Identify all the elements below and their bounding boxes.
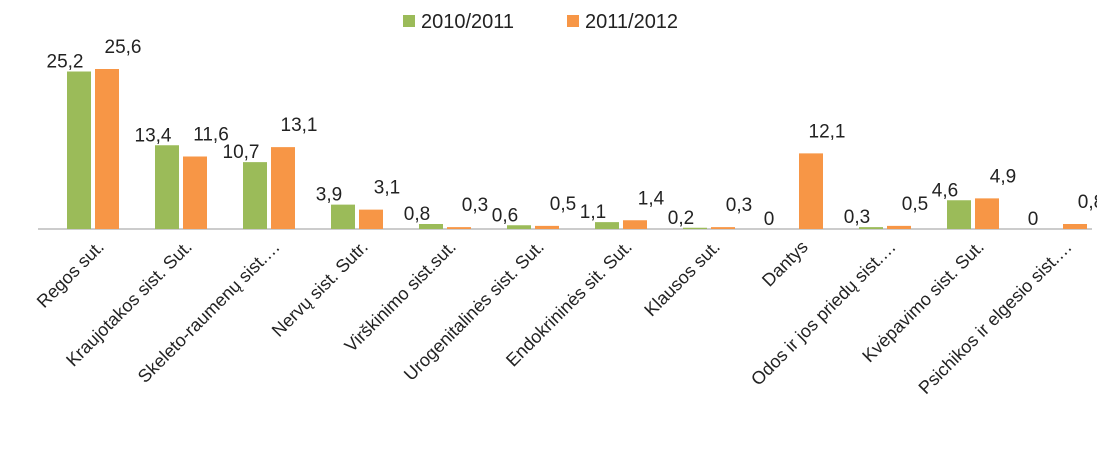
bar (95, 69, 119, 229)
data-label: 3,1 (374, 178, 400, 199)
bar (975, 198, 999, 229)
bar (799, 153, 823, 229)
bar (447, 227, 471, 229)
data-label: 0,5 (902, 194, 928, 215)
bar (67, 71, 91, 229)
data-label: 1,1 (580, 202, 606, 223)
x-tick-label: Klausos sut. (640, 237, 723, 320)
data-label: 0,2 (668, 208, 694, 229)
data-label: 0,3 (462, 195, 488, 216)
data-label: 0 (1028, 209, 1039, 230)
x-tick-label: Dantys (758, 237, 812, 291)
bar (1063, 224, 1087, 229)
data-label: 3,9 (316, 185, 342, 206)
data-label: 4,6 (932, 180, 958, 201)
data-label: 25,6 (105, 37, 142, 58)
bar (859, 227, 883, 229)
bar (243, 162, 267, 229)
legend-label: 2011/2012 (585, 11, 678, 33)
legend-label: 2010/2011 (421, 11, 514, 33)
x-tick-label: Regos sut. (33, 237, 108, 312)
bar (419, 224, 443, 229)
data-label: 13,4 (135, 125, 172, 146)
data-label: 0 (764, 209, 775, 230)
x-tick-label: Psichikos ir elgesio sist.… (915, 237, 1076, 398)
data-label: 10,7 (223, 142, 260, 163)
legend-swatch (567, 15, 579, 27)
bar (331, 204, 355, 229)
bar (535, 225, 559, 229)
data-label: 0,3 (726, 195, 752, 216)
bar (711, 227, 735, 229)
data-label: 11,6 (193, 125, 229, 146)
bar (947, 200, 971, 229)
bar (683, 227, 707, 229)
bar (595, 222, 619, 229)
bar (271, 147, 295, 229)
bar (183, 156, 207, 229)
data-label: 0,6 (492, 205, 518, 226)
data-label: 1,4 (638, 188, 665, 209)
data-label: 4,9 (990, 166, 1016, 187)
bar (887, 225, 911, 229)
legend-swatch (403, 15, 415, 27)
bar (359, 209, 383, 229)
data-label: 0,3 (844, 207, 870, 228)
bar (623, 220, 647, 229)
x-tick-label: Skeleto-raumenų sist.… (134, 237, 284, 387)
data-label: 12,1 (809, 121, 846, 142)
x-tick-label: Odos ir jos priedų sist.… (747, 237, 900, 390)
data-label: 0,8 (404, 204, 430, 225)
data-label: 13,1 (281, 115, 318, 136)
data-label: 0,8 (1078, 192, 1097, 213)
bar (507, 225, 531, 229)
data-label: 25,2 (47, 52, 84, 73)
data-label: 0,5 (550, 194, 576, 215)
bar (155, 145, 179, 229)
